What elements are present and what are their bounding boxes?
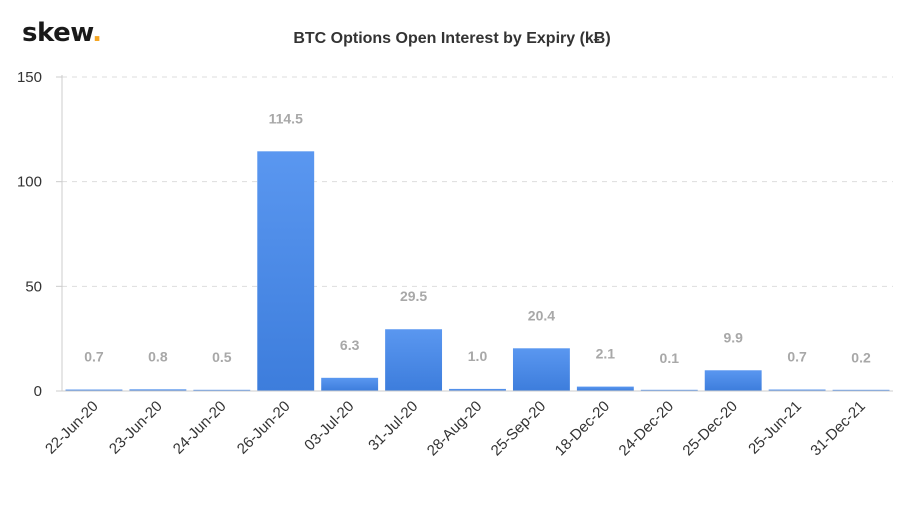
bar[interactable] (321, 377, 379, 391)
bar[interactable] (65, 389, 123, 391)
x-tick-label: 25-Dec-20 (679, 398, 741, 460)
x-tick-label: 25-Jun-21 (745, 398, 805, 458)
data-label: 20.4 (528, 307, 555, 323)
brand-dot: . (92, 18, 102, 48)
brand-name: skew (22, 18, 93, 48)
data-label: 0.5 (212, 349, 232, 365)
x-tick-label: 28-Aug-20 (424, 398, 486, 460)
data-label: 0.1 (660, 350, 680, 366)
data-label: 1.0 (468, 348, 488, 364)
y-tick-label: 0 (34, 383, 42, 400)
x-tick-label: 22-Jun-20 (42, 398, 102, 458)
y-tick-label: 150 (17, 69, 42, 86)
bar[interactable] (832, 389, 890, 391)
bar[interactable] (768, 389, 826, 391)
data-label: 0.2 (851, 350, 871, 366)
data-label: 0.7 (787, 349, 807, 365)
bar[interactable] (449, 388, 506, 391)
bar[interactable] (129, 389, 187, 391)
x-tick-label: 24-Dec-20 (616, 398, 678, 460)
bar[interactable] (385, 329, 443, 391)
x-tick-label: 26-Jun-20 (234, 398, 294, 458)
x-tick-label: 18-Dec-20 (552, 398, 614, 460)
x-tick-label: 03-Jul-20 (301, 398, 357, 454)
x-tick-label: 23-Jun-20 (106, 398, 166, 458)
x-tick-label: 31-Dec-21 (807, 398, 869, 460)
x-tick-label: 24-Jun-20 (170, 398, 230, 458)
y-tick-label: 50 (25, 278, 42, 295)
bar[interactable] (193, 389, 251, 391)
data-label: 0.8 (148, 348, 168, 364)
data-label: 29.5 (400, 288, 427, 304)
y-tick-label: 100 (17, 174, 42, 191)
bar[interactable] (512, 348, 570, 391)
bar[interactable] (640, 389, 698, 391)
data-label: 0.7 (84, 349, 104, 365)
bar[interactable] (257, 151, 315, 391)
brand-logo: skew. (22, 18, 102, 48)
bar[interactable] (704, 370, 762, 391)
data-label: 114.5 (269, 110, 303, 126)
data-label: 6.3 (340, 337, 360, 353)
chart-title: BTC Options Open Interest by Expiry (kɃ) (293, 30, 611, 47)
bar[interactable] (576, 386, 634, 391)
data-label: 9.9 (723, 329, 743, 345)
x-tick-label: 31-Jul-20 (365, 398, 421, 454)
x-tick-label: 25-Sep-20 (488, 398, 550, 460)
data-label: 2.1 (596, 346, 616, 362)
